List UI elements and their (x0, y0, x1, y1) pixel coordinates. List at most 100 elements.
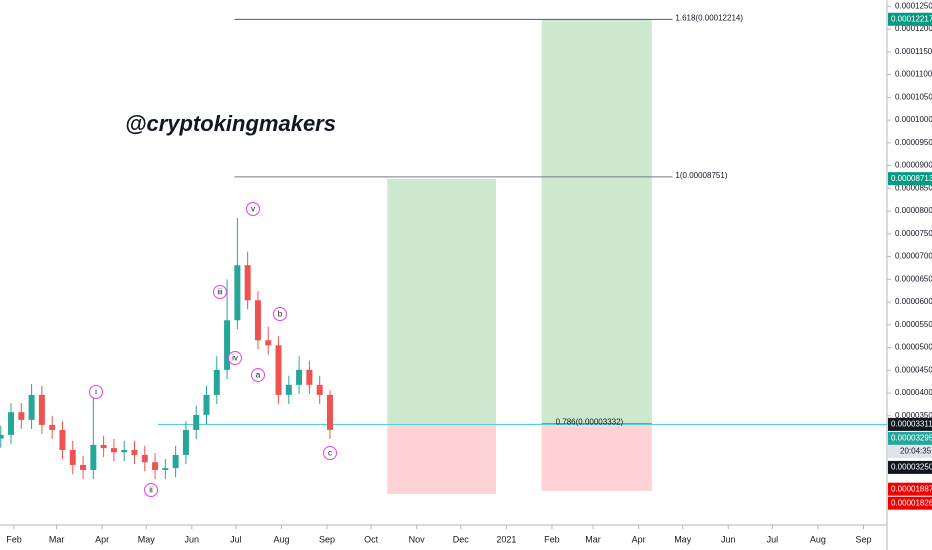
candle-body (28, 394, 35, 420)
wave-marker (144, 483, 158, 497)
candle-body (326, 394, 333, 430)
wave-label: v (251, 205, 255, 214)
price-badge (888, 417, 932, 431)
candle-body (306, 369, 313, 385)
price-badge (888, 496, 932, 510)
candle-body (182, 429, 189, 455)
fib-label: 1(0.00008751) (675, 171, 727, 180)
candle-body (296, 369, 303, 385)
x-tick-label: May (674, 534, 692, 544)
price-badge (888, 431, 932, 445)
wave-marker (228, 351, 242, 365)
candle-body (265, 340, 272, 346)
wave-marker (246, 202, 260, 216)
wave-marker (273, 307, 287, 321)
candle-body (131, 449, 138, 455)
candle-body (285, 384, 292, 395)
price-badge-label: 0.00003250 (891, 463, 932, 472)
candle-body (234, 265, 241, 321)
candle-body (0, 434, 4, 439)
wave-label: a (256, 371, 261, 380)
candle-body (110, 448, 117, 453)
candle-body (69, 449, 76, 465)
candle-body (8, 412, 15, 435)
x-tick-label: Aug (273, 534, 289, 544)
x-tick-label: Sep (319, 534, 335, 544)
wave-label: c (328, 449, 332, 458)
candle-body (172, 454, 179, 469)
x-tick-label: Oct (364, 534, 379, 544)
wave-label: iv (232, 354, 238, 363)
candle-body (100, 444, 107, 449)
stop-zone (387, 424, 497, 495)
x-tick-label: Feb (544, 534, 560, 544)
countdown: 20:04:35 (900, 447, 932, 456)
wave-marker (213, 285, 227, 299)
candle-body (162, 468, 169, 470)
x-tick-label: Feb (6, 534, 22, 544)
candle-body (275, 345, 282, 395)
price-badge-label: 0.00001826 (891, 498, 932, 507)
wave-label: ii (149, 486, 153, 495)
x-tick-label: Nov (409, 534, 426, 544)
countdown-badge (888, 444, 932, 458)
price-badge-label: 0.00003295 (891, 434, 932, 443)
candle-body (254, 300, 261, 341)
fib-label: 1.618(0.00012214) (675, 13, 743, 22)
price-badge-label: 0.00001887 (891, 484, 932, 493)
candle-body (121, 449, 128, 453)
x-tick-label: Sep (855, 534, 871, 544)
x-tick-label: Jun (185, 534, 200, 544)
candle-body (38, 394, 45, 425)
target-zone (541, 19, 652, 425)
fib-label: 0.786(0.00003332) (556, 418, 624, 427)
candle-body (49, 424, 56, 430)
wave-label: i (95, 388, 97, 397)
x-tick-label: May (138, 534, 156, 544)
x-tick-label: Jul (767, 534, 779, 544)
wave-label: b (278, 310, 283, 319)
price-badge (888, 172, 932, 186)
wave-marker (323, 446, 337, 460)
x-tick-label: Mar (585, 534, 601, 544)
price-badge-label: 0.00008713 (891, 174, 932, 183)
candle-body (224, 320, 231, 370)
x-tick-label: Apr (632, 534, 646, 544)
wave-marker (89, 385, 103, 399)
candle-body (203, 394, 210, 415)
stop-zone (541, 424, 652, 491)
candle-body (80, 464, 87, 470)
price-badge (888, 12, 932, 26)
candle-body (193, 414, 200, 430)
candle-body (244, 265, 251, 301)
price-badge (888, 482, 932, 496)
x-tick-label: Mar (49, 534, 65, 544)
y-tick-label: 0.00012500 (895, 1, 932, 10)
target-zone (387, 178, 497, 425)
price-badge-label: 0.00012217 (891, 14, 932, 23)
price-badge (888, 460, 932, 474)
x-tick-label: Dec (453, 534, 470, 544)
x-tick-label: Jun (721, 534, 736, 544)
watermark: @cryptokingmakers (125, 111, 336, 136)
candle-body (141, 454, 148, 463)
candle-body (90, 444, 97, 470)
candle-body (18, 412, 25, 420)
